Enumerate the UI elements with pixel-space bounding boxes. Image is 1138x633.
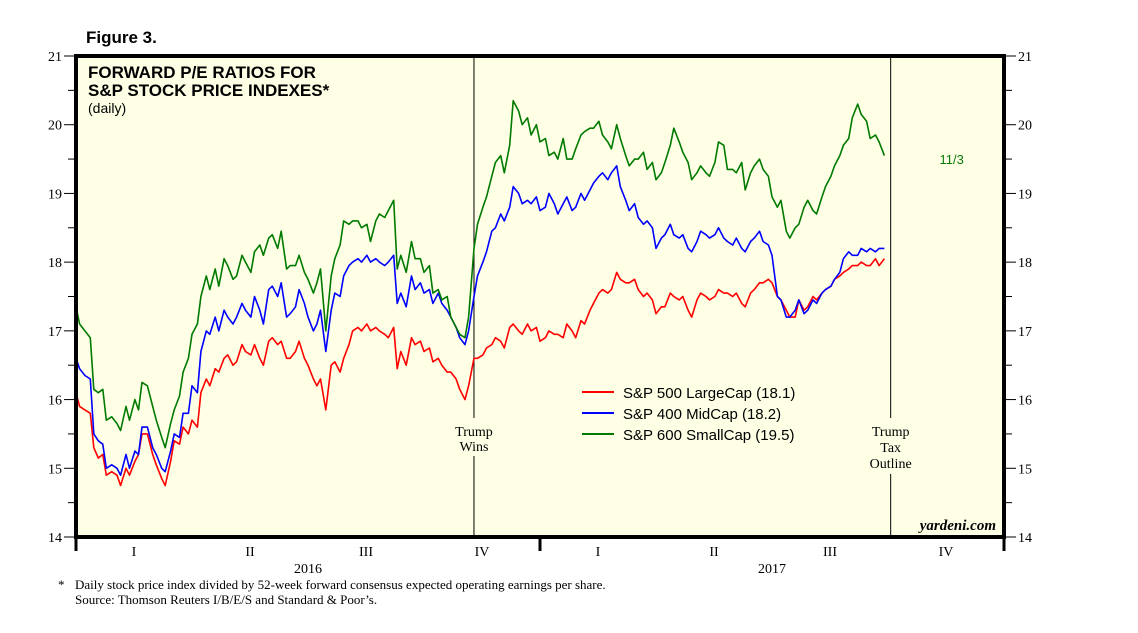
x-quarter-label: IV (939, 545, 954, 560)
footnote-source: Source: Thomson Reuters I/B/E/S and Stan… (75, 592, 378, 607)
chart-title-line1: FORWARD P/E RATIOS FOR (88, 63, 316, 82)
series-line-sp400 (75, 165, 885, 476)
series-line-sp600 (75, 99, 886, 449)
x-quarter-label: I (596, 545, 601, 560)
y-tick-label-left: 20 (48, 119, 62, 134)
figure-label: Figure 3. (86, 28, 157, 47)
annotation-trump-wins-line2: Wins (459, 440, 488, 455)
annotation-trump-wins-line1: Trump (455, 425, 493, 440)
y-tick-label-right: 14 (1018, 531, 1032, 546)
legend-label-sp600: S&P 600 SmallCap (19.5) (623, 427, 794, 444)
y-tick-label-right: 21 (1018, 50, 1032, 65)
y-axis-left: 14 15 16 17 18 19 20 21 (48, 50, 76, 546)
y-tick-label-right: 20 (1018, 119, 1032, 134)
plot-background (76, 56, 1004, 537)
x-quarter-label: IV (475, 545, 490, 560)
annotation-tax-line2: Tax (880, 441, 901, 456)
series-group (75, 99, 886, 487)
x-quarter-label: I (132, 545, 137, 560)
y-tick-label-left: 19 (48, 187, 62, 202)
footnote-line1: Daily stock price index divided by 52-we… (75, 577, 606, 592)
y-tick-label-left: 15 (48, 462, 62, 477)
legend-label-sp500: S&P 500 LargeCap (18.1) (623, 385, 795, 402)
x-year-label: 2017 (758, 562, 786, 577)
chart-title-line2: S&P STOCK PRICE INDEXES* (88, 81, 330, 100)
y-tick-label-left: 14 (48, 531, 62, 546)
y-tick-label-right: 18 (1018, 256, 1032, 271)
x-quarter-label: III (359, 545, 373, 560)
annotation-tax-line1: Trump (872, 425, 910, 440)
last-date-label: 11/3 (940, 152, 964, 167)
x-quarter-label: II (709, 545, 719, 560)
y-tick-label-left: 17 (48, 325, 62, 340)
footnote-star: * (58, 577, 65, 592)
y-axis-right: 14 15 16 17 18 19 20 21 (1004, 50, 1032, 546)
legend: S&P 500 LargeCap (18.1) S&P 400 MidCap (… (582, 385, 795, 444)
y-tick-label-left: 18 (48, 256, 62, 271)
x-quarter-label: II (245, 545, 255, 560)
y-tick-label-left: 21 (48, 50, 62, 65)
y-tick-label-right: 16 (1018, 394, 1032, 409)
legend-label-sp400: S&P 400 MidCap (18.2) (623, 406, 781, 423)
y-tick-label-right: 17 (1018, 325, 1032, 340)
annotation-trump-tax-outline: Trump Tax Outline (870, 425, 912, 472)
x-quarter-label: III (823, 545, 837, 560)
annotation-tax-line3: Outline (870, 457, 912, 472)
series-line-sp500 (75, 257, 886, 487)
y-tick-label-right: 15 (1018, 462, 1032, 477)
chart-subtitle: (daily) (88, 100, 126, 116)
watermark: yardeni.com (918, 518, 996, 534)
y-tick-label-left: 16 (48, 394, 62, 409)
x-year-label: 2016 (294, 562, 322, 577)
annotation-trump-wins: Trump Wins (455, 425, 493, 455)
y-tick-label-right: 19 (1018, 187, 1032, 202)
